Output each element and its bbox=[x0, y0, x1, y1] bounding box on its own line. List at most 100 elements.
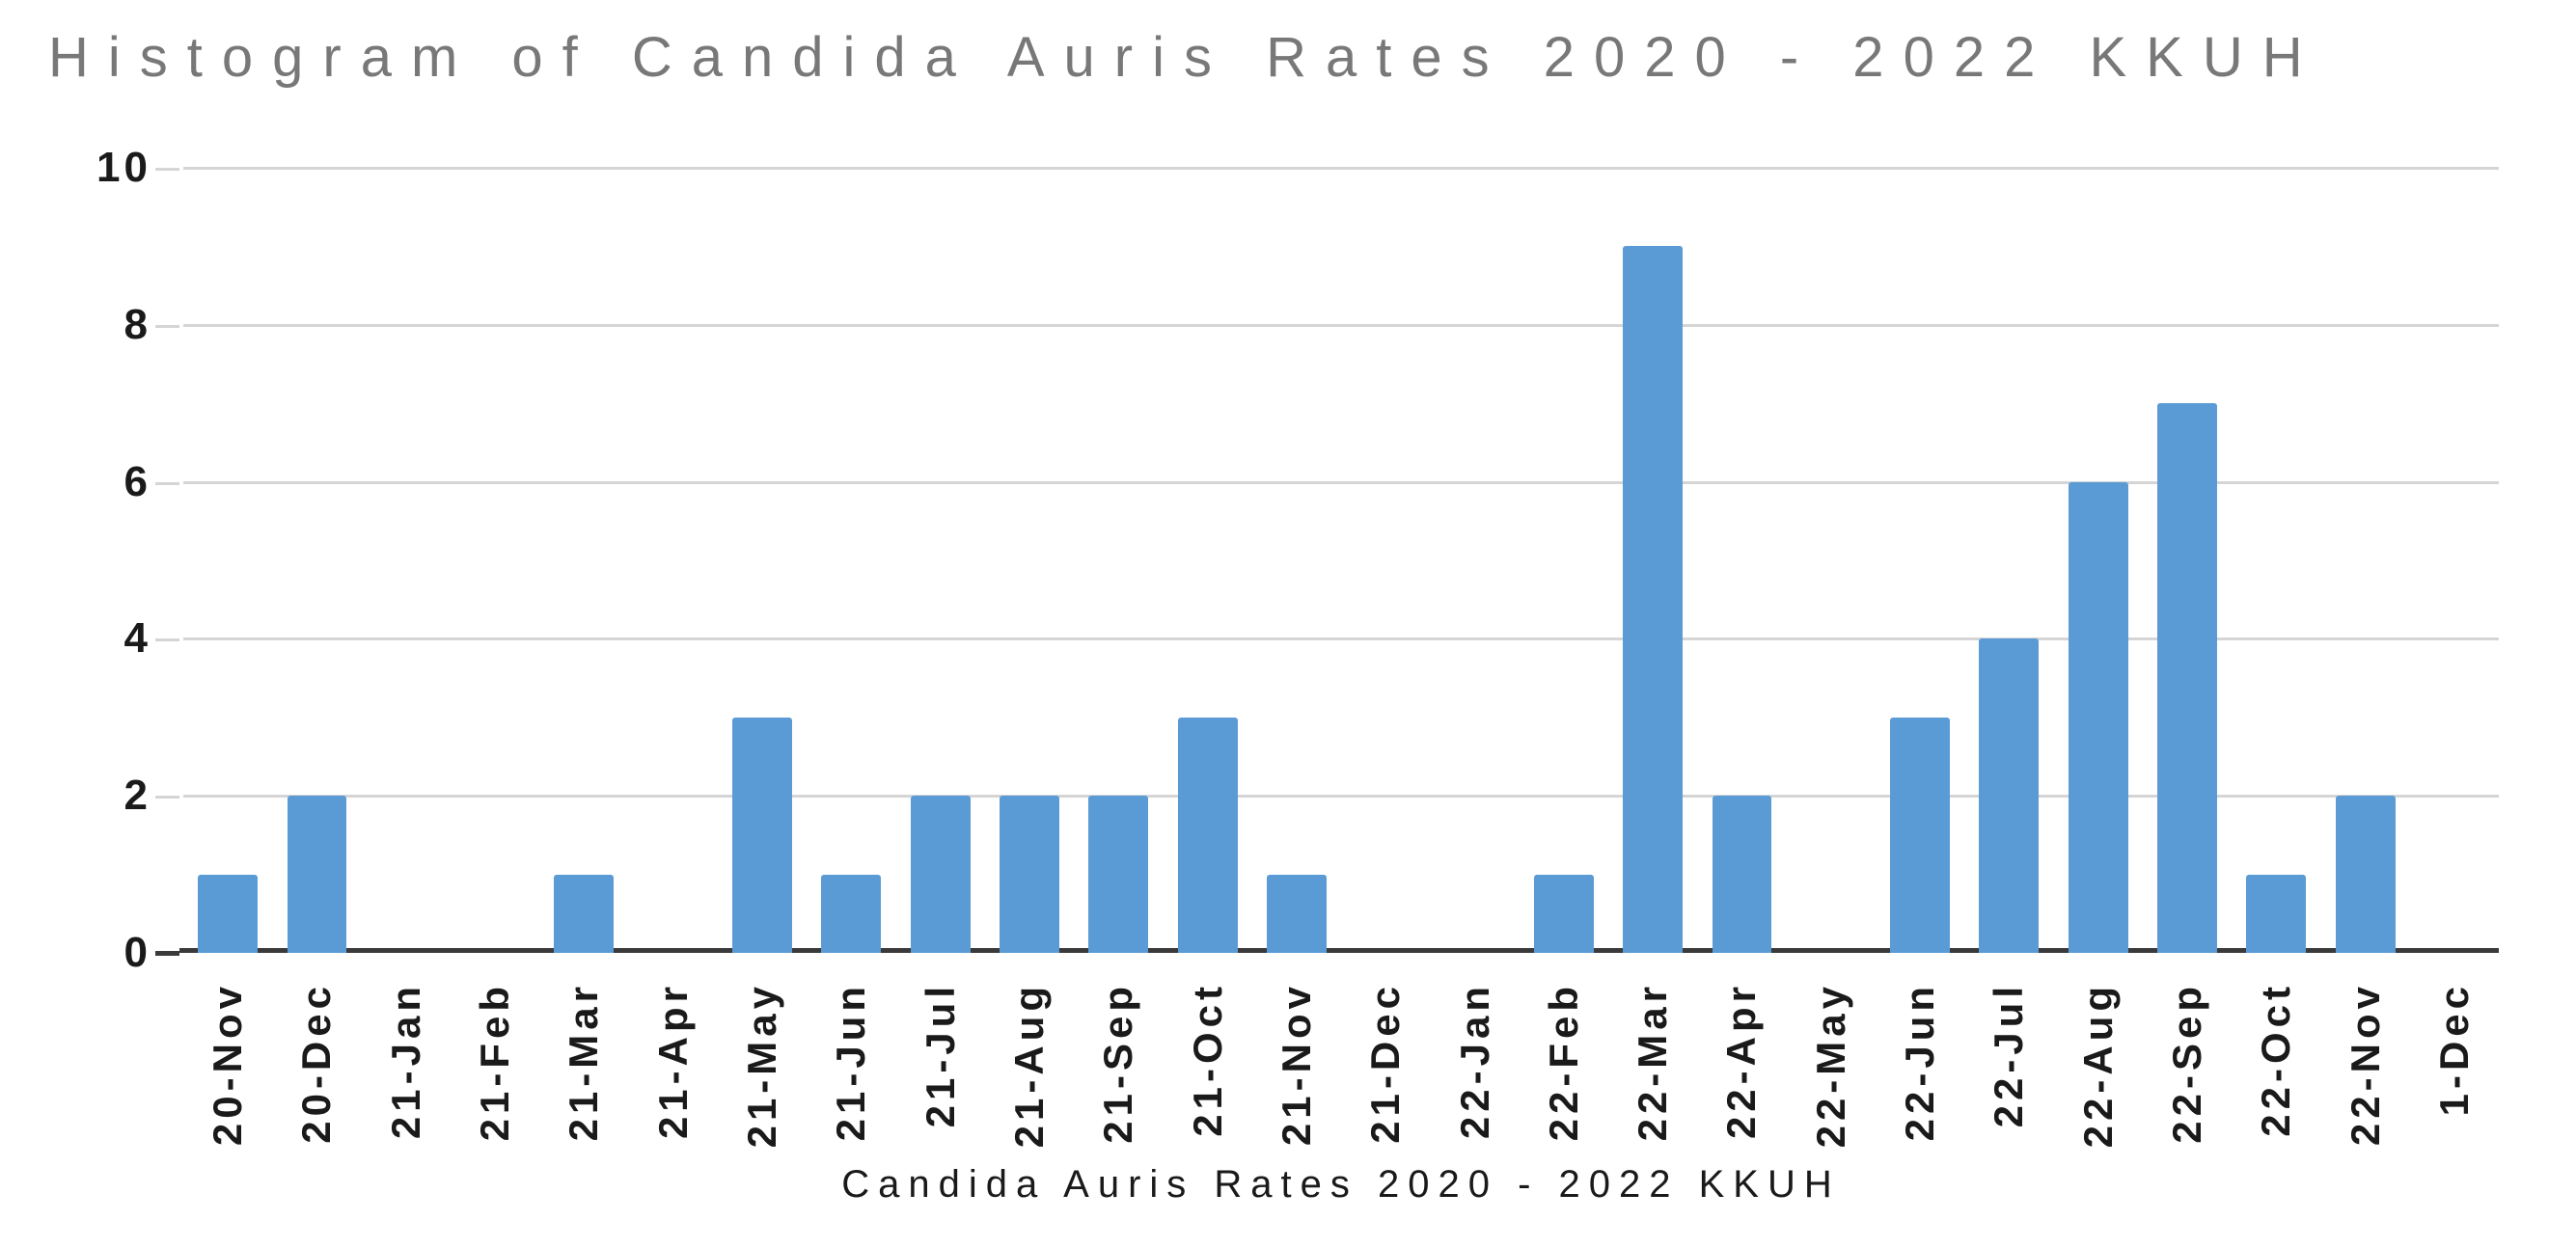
x-axis-tick-label: 1-Dec bbox=[2430, 982, 2477, 1117]
x-axis-tick: 21-Nov bbox=[1252, 976, 1341, 1164]
bar-slot bbox=[807, 168, 895, 953]
x-axis-tick: 22-Mar bbox=[1608, 976, 1697, 1164]
x-axis-tick: 22-Feb bbox=[1520, 976, 1608, 1164]
bar-slot bbox=[362, 168, 451, 953]
bar bbox=[1979, 638, 2040, 953]
bar-slot bbox=[1964, 168, 2053, 953]
bar bbox=[554, 874, 615, 953]
x-axis-tick: 21-Jan bbox=[362, 976, 451, 1164]
bar-slot bbox=[1074, 168, 1163, 953]
bar-slot bbox=[629, 168, 718, 953]
y-axis-tickmark bbox=[155, 168, 179, 171]
bar-slot bbox=[1876, 168, 1964, 953]
x-axis-tick-label: 21-Sep bbox=[1095, 982, 1141, 1144]
bar-slot bbox=[985, 168, 1074, 953]
bar bbox=[287, 796, 347, 953]
bar-slot bbox=[718, 168, 807, 953]
bar bbox=[1266, 874, 1327, 953]
gridline bbox=[183, 323, 2499, 327]
x-axis-tick-label: 22-Apr bbox=[1718, 982, 1765, 1140]
x-axis-tick-label: 21-Nov bbox=[1273, 982, 1319, 1147]
bar bbox=[1177, 717, 1238, 953]
x-axis-tick-label: 22-Sep bbox=[2163, 982, 2209, 1144]
bar bbox=[2068, 481, 2128, 953]
x-axis-tick: 22-May bbox=[1787, 976, 1876, 1164]
bar-slot bbox=[272, 168, 361, 953]
x-axis-tick-label: 22-Nov bbox=[2342, 982, 2388, 1147]
x-axis-tick: 22-Jan bbox=[1430, 976, 1519, 1164]
bar-slot bbox=[451, 168, 539, 953]
x-axis-tick: 21-Feb bbox=[451, 976, 539, 1164]
gridline bbox=[183, 480, 2499, 484]
y-axis: 0 2 4 6 8 10 bbox=[0, 147, 151, 974]
x-axis-tick-label: 22-May bbox=[1807, 982, 1853, 1149]
bar bbox=[2157, 403, 2217, 953]
bar bbox=[2335, 796, 2396, 953]
x-axis-tick: 21-Jun bbox=[807, 976, 895, 1164]
bar-slot bbox=[1341, 168, 1430, 953]
x-axis-tick-label: 22-Oct bbox=[2253, 982, 2299, 1137]
x-axis-tick-label: 20-Nov bbox=[205, 982, 251, 1147]
x-axis-tick: 22-Oct bbox=[2232, 976, 2320, 1164]
bar-slot bbox=[1787, 168, 1876, 953]
x-axis-tick-label: 21-Jun bbox=[828, 982, 874, 1142]
bar-slot bbox=[2143, 168, 2232, 953]
x-axis-tick-label: 21-Mar bbox=[561, 982, 607, 1142]
bar bbox=[821, 874, 882, 953]
bar-slot bbox=[1163, 168, 1251, 953]
x-axis-tick-label: 22-Jul bbox=[1986, 982, 2032, 1128]
bar bbox=[1712, 796, 1772, 953]
y-axis-tickmark bbox=[155, 796, 179, 800]
x-axis-tick-label: 22-Feb bbox=[1540, 982, 1586, 1142]
x-axis-tick: 21-Jul bbox=[896, 976, 985, 1164]
x-axis-tick: 22-Nov bbox=[2321, 976, 2410, 1164]
y-axis-tickmark bbox=[155, 324, 179, 328]
y-axis-tickmarks bbox=[155, 168, 179, 956]
x-axis-tick: 21-Mar bbox=[539, 976, 628, 1164]
x-axis-tick-label: 21-Apr bbox=[649, 982, 696, 1140]
x-axis-tick: 21-Aug bbox=[985, 976, 1074, 1164]
x-axis-tick-label: 21-Jul bbox=[917, 982, 963, 1128]
bar bbox=[1623, 246, 1684, 953]
x-axis-tick: 20-Nov bbox=[183, 976, 272, 1164]
bar-slot bbox=[2410, 168, 2499, 953]
bar bbox=[2246, 874, 2307, 953]
bar-slot bbox=[896, 168, 985, 953]
bar-slot bbox=[1252, 168, 1341, 953]
x-axis-tick-label: 22-Jun bbox=[1896, 982, 1942, 1142]
x-axis-tick-label: 22-Jan bbox=[1451, 982, 1497, 1140]
plot-area bbox=[179, 167, 2499, 953]
chart-title: Histogram of Candida Auris Rates 2020 - … bbox=[48, 26, 2322, 89]
bar bbox=[1890, 717, 1951, 953]
x-axis-tick: 21-Sep bbox=[1074, 976, 1163, 1164]
bar bbox=[1088, 796, 1149, 953]
y-axis-tick-label: 8 bbox=[123, 300, 151, 348]
x-axis-tick: 22-Apr bbox=[1697, 976, 1786, 1164]
bar-slot bbox=[2321, 168, 2410, 953]
bar-slot bbox=[1430, 168, 1519, 953]
bar-slot bbox=[183, 168, 272, 953]
x-axis-tick: 22-Jun bbox=[1876, 976, 1964, 1164]
x-axis-tick: 22-Jul bbox=[1964, 976, 2053, 1164]
x-axis-tick-label: 20-Dec bbox=[293, 982, 340, 1144]
y-axis-tickmark bbox=[155, 638, 179, 642]
bars-container bbox=[183, 168, 2499, 953]
bar-slot bbox=[1608, 168, 1697, 953]
x-axis-tick-label: 22-Aug bbox=[2074, 982, 2121, 1149]
x-axis-tick: 21-Apr bbox=[629, 976, 718, 1164]
bar bbox=[732, 717, 792, 953]
x-axis: 20-Nov 20-Dec 21-Jan 21-Feb 21-Mar 21-Apr 21-M… bbox=[183, 976, 2499, 1164]
x-axis-tick-label: 22-Mar bbox=[1630, 982, 1676, 1142]
x-axis-tick-label: 21-May bbox=[738, 982, 784, 1149]
x-axis-line bbox=[179, 948, 2499, 953]
x-axis-tick-label: 21-Dec bbox=[1362, 982, 1409, 1144]
bar-slot bbox=[1697, 168, 1786, 953]
x-axis-tick: 20-Dec bbox=[272, 976, 361, 1164]
bar bbox=[1000, 796, 1059, 953]
gridline bbox=[183, 167, 2499, 170]
x-axis-tick-label: 21-Feb bbox=[471, 982, 517, 1142]
x-axis-tick: 21-May bbox=[718, 976, 807, 1164]
x-axis-tick-label: 21-Oct bbox=[1184, 982, 1230, 1137]
bar-slot bbox=[2232, 168, 2320, 953]
y-axis-tick-label: 10 bbox=[96, 144, 151, 191]
